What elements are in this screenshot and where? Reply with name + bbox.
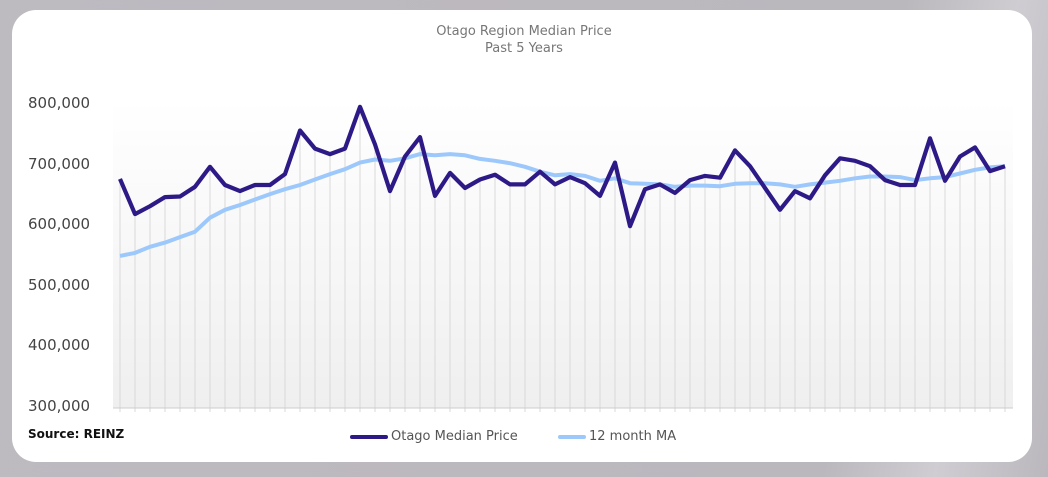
y-tick-label: 800,000 bbox=[28, 94, 91, 112]
legend-item-ma: 12 month MA bbox=[558, 429, 676, 444]
y-tick-label: 300,000 bbox=[28, 397, 91, 415]
legend-label: 12 month MA bbox=[589, 429, 677, 444]
source-note: Source: REINZ bbox=[28, 427, 125, 441]
y-tick-label: 700,000 bbox=[28, 154, 91, 173]
y-tick-label: 600,000 bbox=[28, 215, 91, 234]
legend-swatch bbox=[558, 434, 586, 439]
y-tick-label: 400,000 bbox=[28, 336, 91, 355]
legend-swatch bbox=[350, 434, 388, 439]
chart-subtitle: Past 5 Years bbox=[485, 41, 563, 56]
y-tick-label: 500,000 bbox=[28, 275, 91, 294]
legend-item-median: Otago Median Price bbox=[350, 429, 518, 444]
median-price-line bbox=[118, 104, 1006, 229]
ma-line bbox=[119, 152, 1006, 258]
legend-label: Otago Median Price bbox=[391, 429, 518, 444]
plot-background bbox=[113, 100, 1013, 408]
chart-title: Otago Region Median Price bbox=[436, 24, 612, 39]
